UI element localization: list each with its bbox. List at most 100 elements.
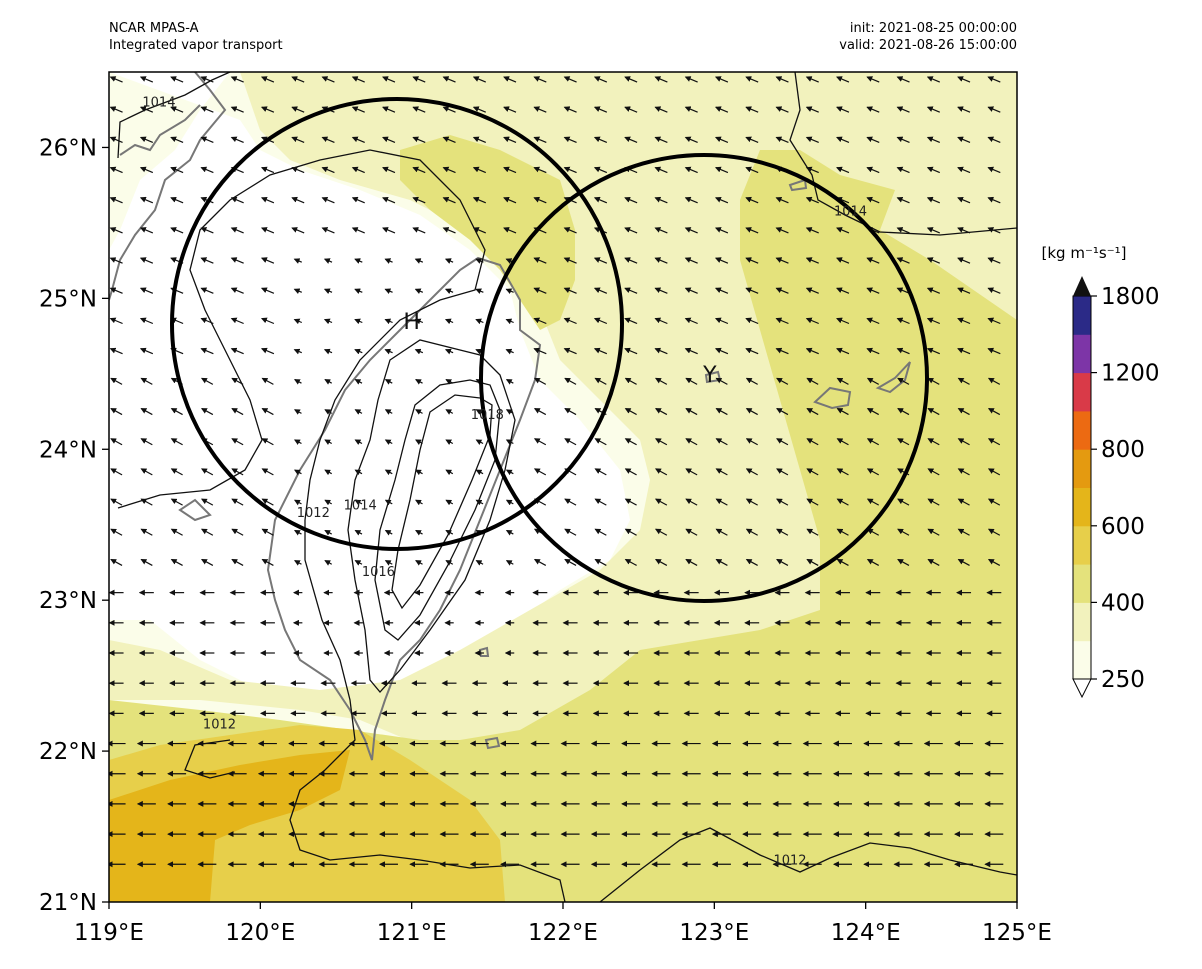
ivt-vector [503,227,517,234]
ivt-vector [384,469,393,476]
ivt-vector [926,257,940,264]
ivt-vector-field [109,76,1004,868]
ivt-vector [140,498,153,506]
ivt-vector [806,558,819,566]
ivt-vector [415,469,423,476]
ivt-vector [685,498,698,506]
ivt-vector [231,498,244,506]
ivt-vector [231,438,244,446]
coastlines [109,72,911,761]
ivt-vector [745,136,759,143]
y-tick-label: 22°N [39,739,97,765]
ivt-vector [384,439,393,445]
ivt-vector [775,227,789,234]
ivt-vector [805,347,819,355]
ivt-vector [293,560,302,566]
ivt-vector [957,317,971,325]
ivt-vector [293,258,302,264]
ivt-vector [897,498,910,506]
ivt-vector [836,317,850,325]
ivt-vector [684,196,698,204]
ivt-vector [475,469,484,476]
ivt-vector [684,166,698,174]
ivt-vector [957,528,970,536]
ivt-vector [775,76,789,83]
y-tick-label: 26°N [39,135,97,161]
ivt-vector [866,438,880,446]
ivt-vector [533,76,547,83]
ivt-vector [505,469,514,476]
ivt-vector [957,468,970,476]
ivt-vector [109,257,123,264]
ivt-vector [475,439,484,445]
ivt-vector [624,136,638,143]
ivt-vector [139,166,154,174]
ivt-vector [384,499,393,506]
colorbar-tick-label: 400 [1101,590,1145,616]
ivt-vector [354,560,363,566]
ivt-vector [412,227,426,234]
ivt-vector [926,347,940,355]
ivt-vector [293,409,302,415]
ivt-vector [475,288,484,295]
ivt-vector [354,258,363,264]
ivt-vector [323,318,333,325]
ivt-vector [927,377,940,385]
ivt-vector [714,227,729,234]
ivt-vector [384,409,393,415]
coastline-china [109,72,227,301]
colorbar-band [1073,449,1091,488]
ivt-vector [200,257,214,264]
ivt-vector [505,379,514,385]
ivt-vector [139,106,154,113]
ivt-vector [261,558,274,566]
ivt-vector [563,76,577,83]
island-senkaku [788,178,808,192]
isobar-1012-west [117,149,566,902]
ivt-vector [654,76,668,83]
ivt-vector [624,468,637,476]
ivt-vector [593,347,608,355]
ivt-vector [836,408,849,416]
ivt-vector [293,499,302,506]
ivt-vector [384,288,393,295]
ivt-vector [412,196,426,204]
ivt-vector [776,408,789,416]
ivt-vector [200,136,214,143]
ivt-vector [260,227,275,234]
ivt-vector [533,257,547,264]
ivt-vector [866,408,880,416]
ivt-vector [745,438,758,446]
ivt-vector [414,288,424,295]
ivt-vector [139,196,154,204]
ivt-vector [503,166,517,174]
ivt-vector [323,288,333,295]
ivt-vector [291,136,305,143]
ivt-vector [170,136,184,143]
ivt-vector [715,377,728,385]
ivt-vector [110,438,123,446]
ivt-vector [261,377,274,385]
isobar-1018 [391,394,493,610]
ivt-vector [866,498,880,506]
ivt-vector [684,136,698,143]
ivt-vector [505,560,514,566]
ivt-vector [684,76,698,83]
ivt-vector [109,287,123,294]
axis-ticks: 119°E 120°E 121°E 122°E 123°E 124°E 125°E 21°N 2… [39,135,1052,946]
colorbar-band [1073,296,1091,335]
ivt-vector [321,166,335,174]
ivt-vector [260,196,275,204]
ivt-vector [745,287,759,294]
ivt-vector [472,136,486,143]
range-circle-y [479,153,929,603]
ivt-vector [563,347,577,355]
ivt-vector [594,498,607,506]
ivt-vector [957,287,971,294]
ivt-vector [897,558,910,566]
ivt-vector [445,379,454,385]
ivt-vector [624,287,638,294]
ivt-vector [806,498,819,506]
ivt-vector [957,377,970,385]
ivt-vector [291,76,305,83]
